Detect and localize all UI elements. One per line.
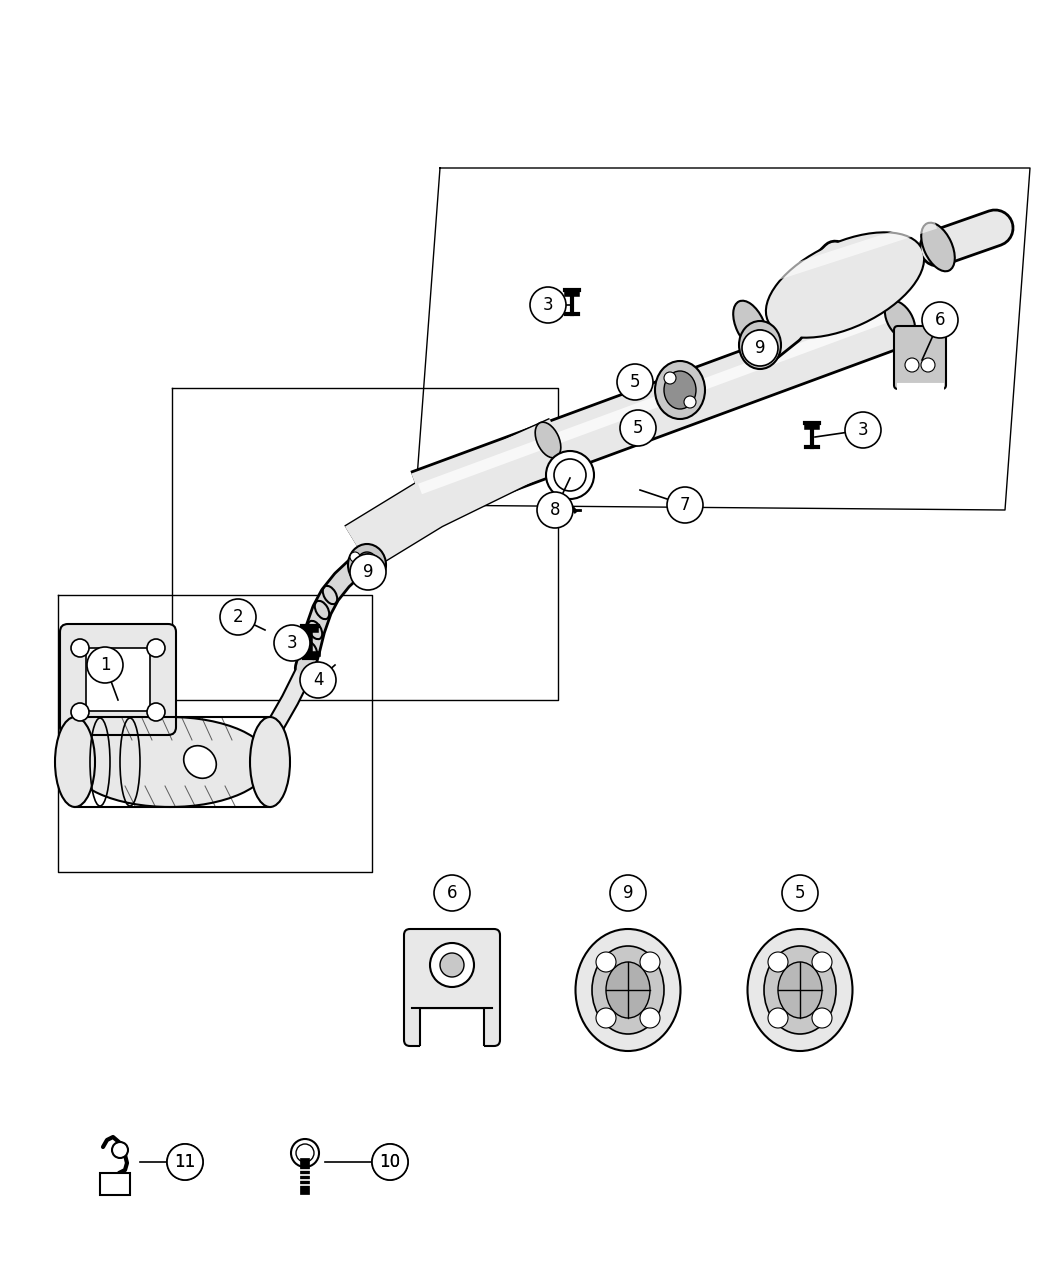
Ellipse shape [250,717,290,807]
Ellipse shape [592,946,664,1034]
Circle shape [372,1144,408,1179]
Text: 11: 11 [174,1153,195,1170]
Circle shape [167,1144,203,1179]
Ellipse shape [747,330,773,360]
Circle shape [905,358,919,372]
Text: 9: 9 [362,564,373,581]
Text: 10: 10 [379,1153,400,1170]
Circle shape [147,639,165,657]
Ellipse shape [921,223,954,272]
Text: 5: 5 [630,374,640,391]
Bar [100,1173,130,1195]
Circle shape [640,952,660,972]
Text: 8: 8 [550,501,561,519]
Circle shape [610,875,646,912]
Circle shape [167,1144,203,1179]
Circle shape [372,1144,408,1179]
Ellipse shape [536,422,561,458]
Circle shape [147,703,165,720]
Ellipse shape [739,321,781,368]
Circle shape [112,1142,128,1158]
Circle shape [768,1009,788,1028]
Circle shape [350,555,386,590]
Circle shape [220,599,256,635]
Ellipse shape [655,361,705,419]
Ellipse shape [885,301,916,339]
Circle shape [812,952,832,972]
Text: 6: 6 [934,311,945,329]
Ellipse shape [778,963,822,1017]
Text: 7: 7 [679,496,690,514]
Circle shape [430,944,474,987]
Text: 6: 6 [446,884,457,901]
Circle shape [768,952,788,972]
Circle shape [617,363,653,400]
Circle shape [71,703,89,720]
Circle shape [684,397,696,408]
Text: 3: 3 [287,634,297,652]
Circle shape [640,1009,660,1028]
Ellipse shape [733,301,766,349]
Ellipse shape [356,552,378,578]
Ellipse shape [184,746,216,778]
Ellipse shape [764,946,836,1034]
Text: 2: 2 [233,608,244,626]
Ellipse shape [55,717,94,807]
Circle shape [664,372,676,384]
Circle shape [291,1139,319,1167]
Ellipse shape [664,371,696,409]
Text: 1: 1 [100,657,110,674]
Ellipse shape [606,963,650,1017]
Ellipse shape [348,544,386,586]
Circle shape [350,552,360,562]
Ellipse shape [575,929,680,1051]
Circle shape [742,330,778,366]
Circle shape [922,302,958,338]
Circle shape [374,567,384,578]
Circle shape [546,451,594,499]
Circle shape [71,639,89,657]
Text: 11: 11 [174,1153,195,1170]
FancyBboxPatch shape [404,929,500,1046]
Text: 10: 10 [379,1153,400,1170]
Circle shape [537,492,573,528]
FancyBboxPatch shape [86,648,150,711]
Circle shape [921,358,934,372]
Circle shape [434,875,470,912]
Text: 5: 5 [795,884,805,901]
Text: 3: 3 [543,296,553,314]
Circle shape [845,412,881,448]
Circle shape [440,952,464,977]
FancyBboxPatch shape [894,326,946,389]
Circle shape [300,662,336,697]
Ellipse shape [70,717,270,807]
Text: 9: 9 [755,339,765,357]
Circle shape [812,1009,832,1028]
Circle shape [596,1009,616,1028]
Circle shape [274,625,310,660]
Circle shape [667,487,704,523]
Circle shape [620,411,656,446]
Text: 3: 3 [858,421,868,439]
Bar [420,1010,484,1052]
Text: 4: 4 [313,671,323,688]
Text: 9: 9 [623,884,633,901]
Circle shape [782,875,818,912]
Ellipse shape [765,232,924,338]
Circle shape [596,952,616,972]
Text: 5: 5 [633,419,644,437]
Circle shape [87,646,123,683]
Circle shape [530,287,566,323]
Ellipse shape [748,929,853,1051]
FancyBboxPatch shape [60,623,176,734]
